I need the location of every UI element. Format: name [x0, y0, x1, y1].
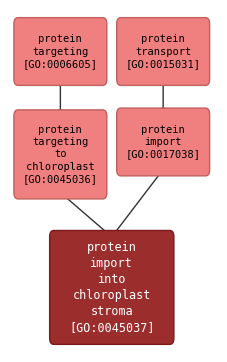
Text: protein
targeting
to
chloroplast
[GO:0045036]: protein targeting to chloroplast [GO:004…: [23, 125, 97, 184]
Text: protein
targeting
[GO:0006605]: protein targeting [GO:0006605]: [23, 34, 97, 69]
FancyBboxPatch shape: [14, 18, 106, 85]
Text: protein
transport
[GO:0015031]: protein transport [GO:0015031]: [125, 34, 200, 69]
FancyBboxPatch shape: [116, 108, 209, 176]
Text: protein
import
[GO:0017038]: protein import [GO:0017038]: [125, 125, 200, 159]
FancyBboxPatch shape: [116, 18, 209, 85]
FancyBboxPatch shape: [49, 231, 173, 344]
Text: protein
import
into
chloroplast
stroma
[GO:0045037]: protein import into chloroplast stroma […: [69, 241, 154, 334]
FancyBboxPatch shape: [14, 110, 106, 199]
